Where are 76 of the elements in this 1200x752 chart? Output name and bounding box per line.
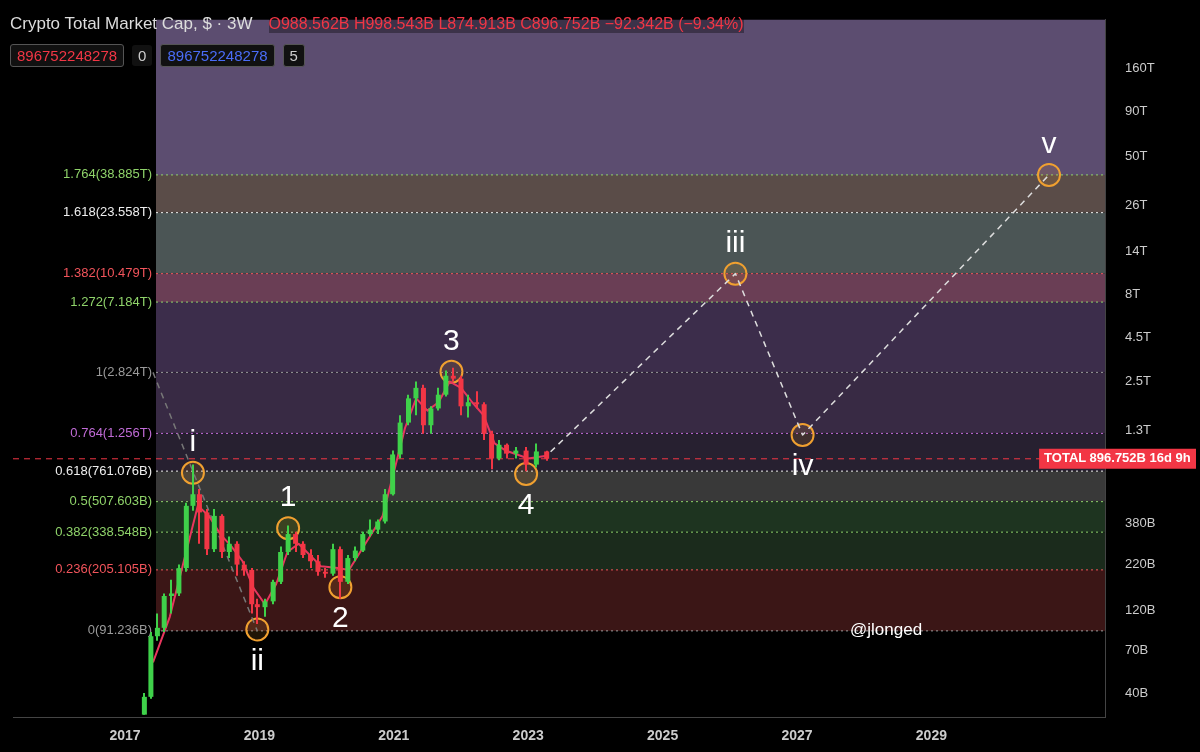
annotation: iii xyxy=(725,224,746,258)
y-tick-label: 160T xyxy=(1125,59,1155,75)
annotation: v xyxy=(1041,126,1057,160)
x-tick-label: 2017 xyxy=(109,727,141,744)
candlestick xyxy=(413,380,419,417)
candlestick xyxy=(360,530,366,554)
ref-line-label: 0.764(1.256T) xyxy=(70,424,152,440)
ref-line-label: 1.618(23.558T) xyxy=(63,204,152,220)
y-tick-label: 40B xyxy=(1125,684,1149,700)
ref-line-label: 1.764(38.885T) xyxy=(63,166,152,182)
x-tick-label: 2027 xyxy=(781,727,813,744)
annotation: 4 xyxy=(517,487,535,521)
x-tick-label: 2021 xyxy=(378,727,410,744)
candlestick xyxy=(345,553,351,586)
candlestick xyxy=(141,691,147,716)
ref-line-label: 0.236(205.105B) xyxy=(55,561,152,577)
candlestick xyxy=(533,442,539,469)
annotation: 5 xyxy=(282,44,305,67)
ref-line-label: 0.382(338.548B) xyxy=(55,523,152,539)
y-tick-label: 90T xyxy=(1125,103,1148,119)
ref-line-label: 0.618(761.076B) xyxy=(55,462,152,478)
y-tick-label: 8T xyxy=(1125,285,1141,301)
candlestick xyxy=(262,597,268,618)
annotation: 1 xyxy=(279,479,297,513)
point xyxy=(790,422,815,447)
annotation: 2 xyxy=(332,600,349,634)
annotation: 3 xyxy=(443,322,460,356)
ref-line-label: 0(91.236B) xyxy=(87,622,152,638)
candlestick xyxy=(428,405,434,435)
y-tick-label: 120B xyxy=(1125,601,1156,617)
x-tick-label: 2029 xyxy=(915,727,948,744)
annotation: @jlonged xyxy=(850,620,923,640)
candlestick xyxy=(435,386,441,412)
ref-line-label: 0.5(507.603B) xyxy=(69,493,152,509)
y-tick-label: 1.3T xyxy=(1125,422,1152,438)
candlestick xyxy=(254,597,260,625)
candlestick xyxy=(270,578,276,606)
candlestick xyxy=(293,530,299,554)
y-tick-label: 14T xyxy=(1125,243,1148,259)
annotation: 896752248278 xyxy=(160,44,275,67)
y-tick-label: 2.5T xyxy=(1125,373,1152,389)
annotation: ii xyxy=(250,642,264,676)
y-tick-label: 220B xyxy=(1125,556,1156,572)
point xyxy=(514,461,539,486)
candlestick xyxy=(154,612,160,642)
y-tick-label: 4.5T xyxy=(1125,328,1152,344)
candlestick xyxy=(234,540,240,577)
candlestick xyxy=(168,578,174,615)
ref-line-label: 1.272(7.184T) xyxy=(70,293,152,309)
annotation: 896752248278 xyxy=(10,44,125,67)
chart-title: Crypto Total Market Cap, $ · 3W xyxy=(10,14,253,34)
x-tick-label: 2023 xyxy=(512,727,544,744)
ref-line-label: 1.382(10.479T) xyxy=(63,265,152,281)
point xyxy=(245,617,270,642)
annotation: 0 xyxy=(132,45,153,66)
candlestick xyxy=(443,369,449,398)
y-tick-label: 70B xyxy=(1125,642,1149,658)
candlestick xyxy=(190,463,196,512)
y-tick-label: 26T xyxy=(1125,196,1148,212)
candlestick xyxy=(226,535,232,560)
candlestick xyxy=(196,488,202,545)
candlestick xyxy=(465,393,471,419)
point xyxy=(723,261,748,286)
ref-line-label: 1(2.824T) xyxy=(95,363,152,379)
point xyxy=(1037,162,1061,187)
x-tick-label: 2019 xyxy=(243,727,276,744)
candlestick xyxy=(496,439,502,462)
ref-line-label: TOTAL 896.752B 16d 9h xyxy=(1044,450,1191,466)
annotation: i xyxy=(189,424,197,458)
x-tick-label: 2025 xyxy=(647,727,679,744)
annotation: O988.562B H998.543B L874.913B C896.752B −92.342B (−9.34%) xyxy=(268,15,744,33)
y-tick-label: 380B xyxy=(1125,515,1156,531)
candlestick xyxy=(285,524,291,556)
candlestick xyxy=(315,553,321,577)
candlestick xyxy=(308,548,314,570)
y-tick-label: 50T xyxy=(1125,147,1148,163)
